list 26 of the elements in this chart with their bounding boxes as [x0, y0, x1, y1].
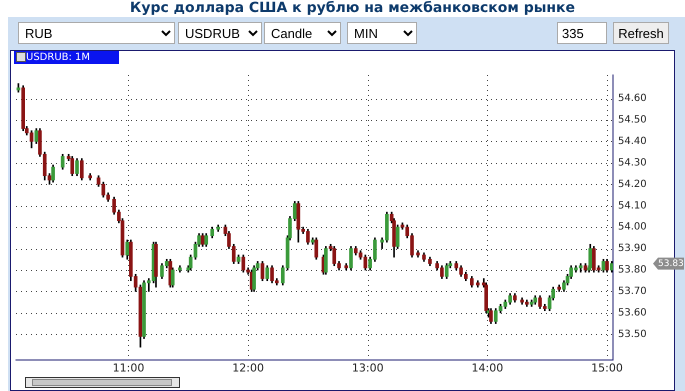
x-tick-label: 13:00	[352, 361, 384, 374]
text: MIN	[347, 22, 417, 44]
y-tick-label: 54.20	[618, 178, 647, 190]
x-tick-label: 12:00	[232, 361, 264, 374]
y-tick-label: 53.70	[618, 286, 647, 298]
y-tick-label: 54.00	[618, 222, 647, 233]
y-tick-label: 53.50	[618, 328, 647, 340]
text: Refresh	[613, 22, 669, 44]
chart-title: Курс доллара США к рублю на межбанковском рынке	[128, 0, 576, 17]
y-tick-label: 54.40	[618, 136, 647, 148]
y-tick-label: 53.90	[618, 243, 647, 254]
text: 53.83	[658, 258, 684, 269]
y-tick-label: 53.60	[618, 307, 647, 318]
text: USDRUB	[178, 22, 262, 44]
y-tick-label: 54.60	[618, 93, 647, 104]
text: Candle	[264, 22, 341, 44]
x-tick-label: 11:00	[112, 361, 144, 374]
y-tick-label: 53.80	[618, 264, 647, 276]
text: RUB	[18, 22, 175, 44]
x-tick-label: 15:00	[591, 361, 623, 374]
text: 335	[557, 22, 607, 44]
y-tick-label: 54.30	[618, 157, 647, 168]
y-tick-label: 54.50	[618, 114, 647, 126]
x-tick-label: 14:00	[472, 361, 504, 374]
text: USDRUB: 1M	[26, 51, 90, 64]
y-tick-label: 54.10	[618, 200, 647, 212]
